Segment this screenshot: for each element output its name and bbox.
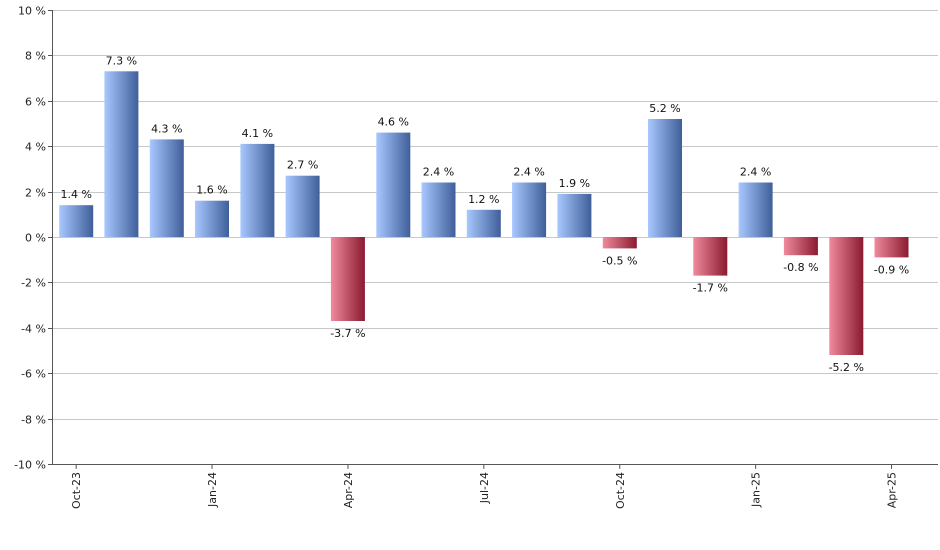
bar — [829, 237, 864, 355]
bar — [693, 237, 728, 276]
bar — [602, 237, 637, 249]
bar-value-label: 1.9 % — [559, 177, 590, 190]
y-tick-label: 2 % — [25, 187, 46, 200]
bar — [738, 182, 773, 237]
y-tick-label: 6 % — [25, 96, 46, 109]
bar-value-label: 2.4 % — [740, 166, 771, 179]
bar-value-label: -5.2 % — [829, 361, 864, 374]
bar-value-label: -0.5 % — [602, 254, 637, 267]
bar-value-label: 7.3 % — [106, 54, 137, 67]
bar — [59, 205, 94, 237]
y-tick-label: -4 % — [21, 323, 46, 336]
bar-value-label: -1.7 % — [693, 282, 728, 295]
bar-value-label: -0.9 % — [874, 263, 909, 276]
y-tick-label: -2 % — [21, 277, 46, 290]
bar-value-label: 2.4 % — [423, 166, 454, 179]
y-tick-label: 8 % — [25, 50, 46, 63]
bar — [466, 209, 501, 237]
bar-value-label: 1.6 % — [196, 184, 227, 197]
bar-value-label: 1.2 % — [468, 193, 499, 206]
x-tick-label: Oct-23 — [70, 472, 83, 509]
x-tick-label: Apr-25 — [886, 472, 899, 508]
bar — [874, 237, 909, 258]
bar-value-label: 4.1 % — [242, 127, 273, 140]
bar — [104, 71, 139, 237]
bar — [195, 200, 229, 237]
y-tick-label: -6 % — [21, 368, 46, 381]
x-tick-label: Jul-24 — [478, 472, 491, 504]
bar — [648, 119, 682, 237]
bar — [330, 237, 365, 321]
bar-value-label: 5.2 % — [649, 102, 680, 115]
bar — [512, 182, 547, 237]
y-tick-label: -8 % — [21, 414, 46, 427]
bar-value-label: 1.4 % — [60, 188, 91, 201]
bar — [240, 143, 275, 237]
x-axis: Oct-23 Jan-24 Apr-24 Jul-24 Oct-24 Jan-25 Apr-… — [52, 10, 938, 509]
y-tick-label: 10 % — [18, 5, 46, 18]
bar — [149, 139, 184, 237]
y-tick-label: -10 % — [14, 459, 46, 472]
bar-value-label: 4.6 % — [378, 116, 409, 129]
y-tick-label: 4 % — [25, 141, 46, 154]
bar — [421, 182, 456, 237]
bars — [59, 71, 909, 355]
x-tick-label: Jan-25 — [750, 472, 763, 508]
data-labels: 1.4 % 7.3 % 4.3 % 1.6 % 4.1 % 2.7 % -3.7 % 4.6 … — [60, 54, 909, 374]
bar-value-label: -3.7 % — [330, 327, 365, 340]
bar-value-label: -0.8 % — [783, 261, 818, 274]
x-tick-label: Oct-24 — [614, 472, 627, 509]
bar-value-label: 2.4 % — [513, 166, 544, 179]
bar-value-label: 4.3 % — [151, 122, 182, 135]
bar — [557, 193, 592, 237]
bar-value-label: 2.7 % — [287, 159, 318, 172]
y-axis: 10 % 8 % 6 % 4 % 2 % 0 % -2 % -4 % -6 % -8 % -10 % — [14, 5, 52, 472]
bar — [376, 132, 411, 237]
bar — [285, 175, 320, 237]
bar — [783, 237, 818, 256]
y-tick-label: 0 % — [25, 232, 46, 245]
x-tick-label: Jan-24 — [206, 472, 219, 508]
x-tick-label: Apr-24 — [342, 472, 355, 508]
